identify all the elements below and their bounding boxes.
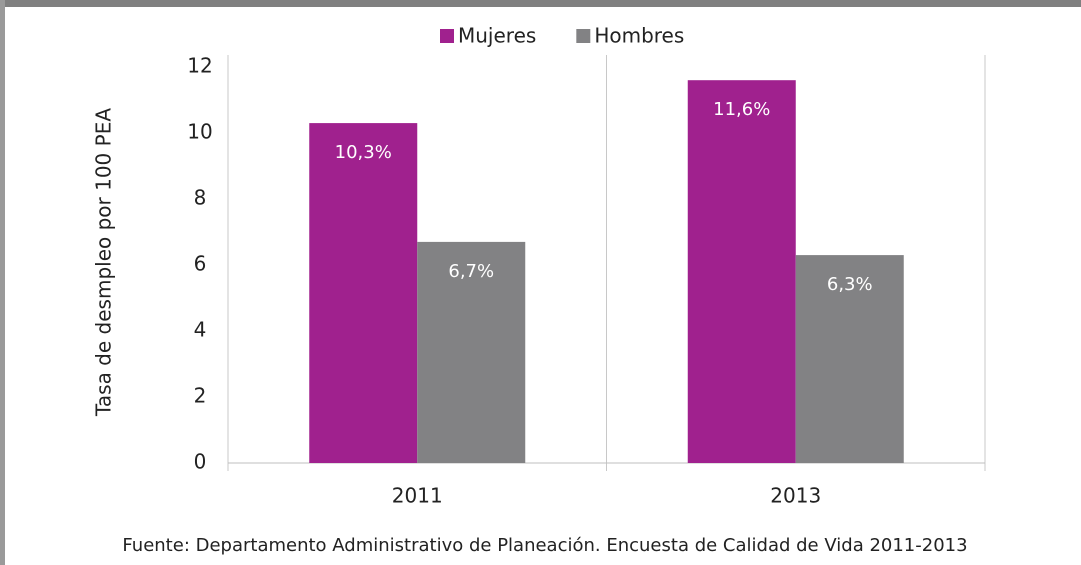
bar (687, 80, 796, 463)
value-label: 6,7% (448, 261, 494, 282)
legend-swatch (576, 29, 591, 43)
x-tick-label: 2011 (392, 484, 443, 508)
y-tick-label: 4 (194, 318, 207, 342)
source: Fuente: Departamento Administrativo de P… (122, 535, 967, 556)
x-tick-label: 2013 (770, 484, 821, 508)
legend-label: Hombres (594, 24, 684, 48)
value-label: 10,3% (335, 142, 392, 163)
y-axis-title: Tasa de desmpleo por 100 PEA (92, 108, 116, 417)
y-tick-label: 8 (194, 186, 207, 210)
y-tick-label: 6 (194, 252, 207, 276)
value-label: 6,3% (827, 274, 873, 295)
legend-swatch (440, 29, 454, 43)
value-label: 11,6% (713, 99, 770, 120)
bar (795, 255, 904, 463)
bar (417, 241, 526, 463)
bar (309, 123, 418, 463)
y-tick-label: 10 (187, 120, 212, 144)
y-tick-label: 12 (187, 54, 212, 78)
top-border (0, 0, 1081, 7)
left-border (0, 0, 5, 565)
legend-label: Mujeres (458, 24, 536, 48)
y-tick-label: 0 (194, 450, 207, 474)
y-tick-label: 2 (194, 384, 207, 408)
